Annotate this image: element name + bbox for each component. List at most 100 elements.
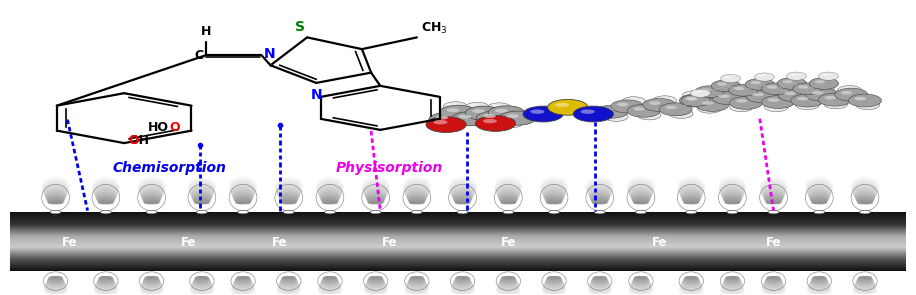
Ellipse shape bbox=[407, 280, 427, 290]
Ellipse shape bbox=[589, 280, 610, 292]
Ellipse shape bbox=[317, 283, 343, 295]
Ellipse shape bbox=[405, 281, 429, 295]
Ellipse shape bbox=[702, 101, 728, 111]
Ellipse shape bbox=[818, 72, 838, 80]
Ellipse shape bbox=[586, 178, 614, 198]
Ellipse shape bbox=[189, 178, 215, 198]
Ellipse shape bbox=[856, 194, 875, 202]
Ellipse shape bbox=[720, 283, 746, 295]
Text: Fe: Fe bbox=[180, 236, 196, 250]
Ellipse shape bbox=[497, 188, 519, 201]
Ellipse shape bbox=[628, 283, 654, 295]
Ellipse shape bbox=[809, 192, 830, 202]
Ellipse shape bbox=[722, 192, 743, 202]
Ellipse shape bbox=[852, 283, 878, 295]
Ellipse shape bbox=[402, 174, 431, 197]
Ellipse shape bbox=[810, 194, 829, 202]
Ellipse shape bbox=[782, 80, 793, 83]
Ellipse shape bbox=[828, 101, 847, 109]
Ellipse shape bbox=[506, 114, 518, 118]
Ellipse shape bbox=[190, 182, 214, 199]
Ellipse shape bbox=[48, 199, 64, 204]
Ellipse shape bbox=[368, 277, 383, 281]
Ellipse shape bbox=[784, 91, 796, 95]
Bar bbox=[10, 253, 906, 254]
Ellipse shape bbox=[235, 277, 251, 281]
Ellipse shape bbox=[792, 83, 822, 95]
Ellipse shape bbox=[138, 178, 165, 198]
Ellipse shape bbox=[780, 86, 803, 96]
Ellipse shape bbox=[854, 281, 877, 294]
Ellipse shape bbox=[479, 120, 497, 127]
Ellipse shape bbox=[685, 97, 697, 100]
Ellipse shape bbox=[758, 75, 765, 77]
Bar bbox=[10, 244, 906, 245]
Ellipse shape bbox=[453, 278, 472, 286]
Ellipse shape bbox=[681, 192, 702, 202]
Ellipse shape bbox=[814, 80, 838, 89]
Ellipse shape bbox=[320, 280, 340, 290]
Ellipse shape bbox=[452, 190, 474, 201]
Ellipse shape bbox=[852, 182, 878, 199]
Ellipse shape bbox=[407, 192, 427, 202]
Ellipse shape bbox=[725, 277, 740, 281]
Ellipse shape bbox=[555, 102, 587, 115]
Ellipse shape bbox=[322, 198, 339, 203]
Ellipse shape bbox=[446, 108, 459, 112]
Ellipse shape bbox=[322, 278, 339, 284]
Ellipse shape bbox=[317, 180, 344, 199]
Ellipse shape bbox=[812, 91, 823, 94]
Ellipse shape bbox=[723, 196, 742, 203]
Ellipse shape bbox=[501, 277, 516, 281]
Ellipse shape bbox=[443, 102, 467, 111]
Ellipse shape bbox=[717, 91, 725, 94]
Text: Physisorption: Physisorption bbox=[336, 161, 443, 175]
Ellipse shape bbox=[140, 186, 163, 200]
Ellipse shape bbox=[366, 278, 385, 286]
Ellipse shape bbox=[193, 278, 211, 286]
Ellipse shape bbox=[191, 188, 213, 201]
Ellipse shape bbox=[96, 194, 115, 202]
Ellipse shape bbox=[750, 81, 761, 84]
Bar bbox=[10, 214, 906, 215]
Ellipse shape bbox=[853, 184, 878, 200]
Bar bbox=[10, 241, 906, 242]
Ellipse shape bbox=[724, 198, 741, 203]
Ellipse shape bbox=[684, 276, 698, 278]
Ellipse shape bbox=[97, 198, 114, 203]
Ellipse shape bbox=[47, 198, 64, 203]
Ellipse shape bbox=[455, 277, 470, 281]
Ellipse shape bbox=[721, 281, 744, 294]
Ellipse shape bbox=[45, 192, 66, 202]
Ellipse shape bbox=[769, 104, 777, 107]
Text: Fe: Fe bbox=[61, 236, 77, 250]
Ellipse shape bbox=[580, 109, 613, 122]
Ellipse shape bbox=[322, 199, 338, 204]
Ellipse shape bbox=[854, 281, 877, 295]
Ellipse shape bbox=[842, 87, 861, 95]
Ellipse shape bbox=[798, 85, 809, 88]
Ellipse shape bbox=[642, 112, 650, 115]
Ellipse shape bbox=[92, 174, 121, 197]
Ellipse shape bbox=[364, 186, 387, 200]
Ellipse shape bbox=[856, 196, 874, 203]
Ellipse shape bbox=[686, 210, 697, 214]
Ellipse shape bbox=[766, 277, 781, 282]
Ellipse shape bbox=[276, 182, 301, 199]
Ellipse shape bbox=[633, 107, 645, 111]
Ellipse shape bbox=[808, 281, 831, 294]
Ellipse shape bbox=[633, 106, 660, 117]
Ellipse shape bbox=[601, 108, 613, 112]
Ellipse shape bbox=[720, 282, 745, 295]
Ellipse shape bbox=[194, 277, 210, 282]
Ellipse shape bbox=[837, 86, 861, 95]
Bar bbox=[10, 257, 906, 258]
Ellipse shape bbox=[768, 210, 779, 214]
Ellipse shape bbox=[543, 188, 565, 201]
Ellipse shape bbox=[404, 283, 430, 295]
Ellipse shape bbox=[500, 278, 517, 284]
Ellipse shape bbox=[367, 277, 384, 282]
Bar bbox=[10, 219, 906, 220]
Ellipse shape bbox=[657, 97, 676, 105]
Ellipse shape bbox=[446, 108, 475, 119]
